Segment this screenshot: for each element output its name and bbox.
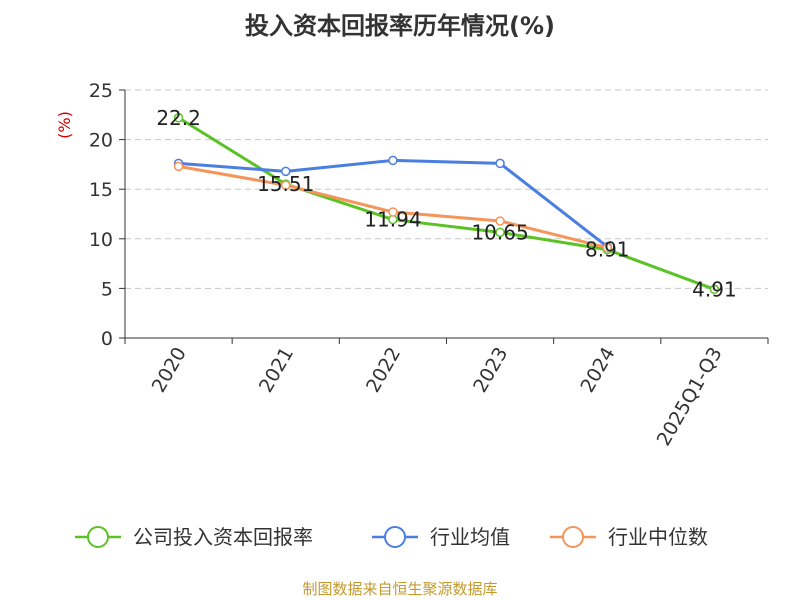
data-point [495,216,505,226]
y-tick-label: 25 [89,80,113,102]
legend-label: 行业中位数 [608,525,708,549]
data-point [388,155,398,166]
data-label: 15.51 [257,172,314,196]
x-tick-label: 2023 [469,344,512,397]
data-point [602,242,612,253]
source-note: 制图数据来自恒生聚源数据库 [302,580,498,598]
y-tick-label: 15 [89,179,113,201]
data-point [173,113,184,123]
legend-marker [87,526,109,548]
x-tick-label: 2021 [255,344,298,397]
data-point [281,166,291,177]
legend-label: 公司投入资本回报率 [133,525,313,549]
y-axis-unit-label: (%) [55,111,74,139]
series-line [177,116,715,291]
y-tick-label: 10 [89,229,113,251]
legend-marker [562,526,584,548]
x-tick-label: 2022 [362,344,405,397]
data-point [173,161,184,172]
legend-marker [384,526,406,548]
data-label: 22.2 [156,106,201,130]
data-point [495,227,505,238]
data-point [709,284,720,295]
data-label: 10.65 [471,220,528,244]
data-label: 4.91 [692,277,737,301]
y-tick-label: 20 [89,130,113,152]
data-label: 11.94 [364,208,421,232]
data-point [388,207,398,217]
y-tick-label: 5 [101,278,113,300]
x-tick-label: 2025Q1-Q3 [653,344,727,450]
legend-label: 行业均值 [430,525,510,549]
data-label: 8.91 [585,238,630,262]
chart-title: 投入资本回报率历年情况(%) [245,12,555,40]
x-tick-label: 2024 [576,344,619,397]
series-line [178,158,609,248]
x-tick-label: 2020 [148,344,191,397]
data-point [281,180,291,190]
y-tick-label: 0 [101,328,113,350]
data-point [495,158,505,169]
